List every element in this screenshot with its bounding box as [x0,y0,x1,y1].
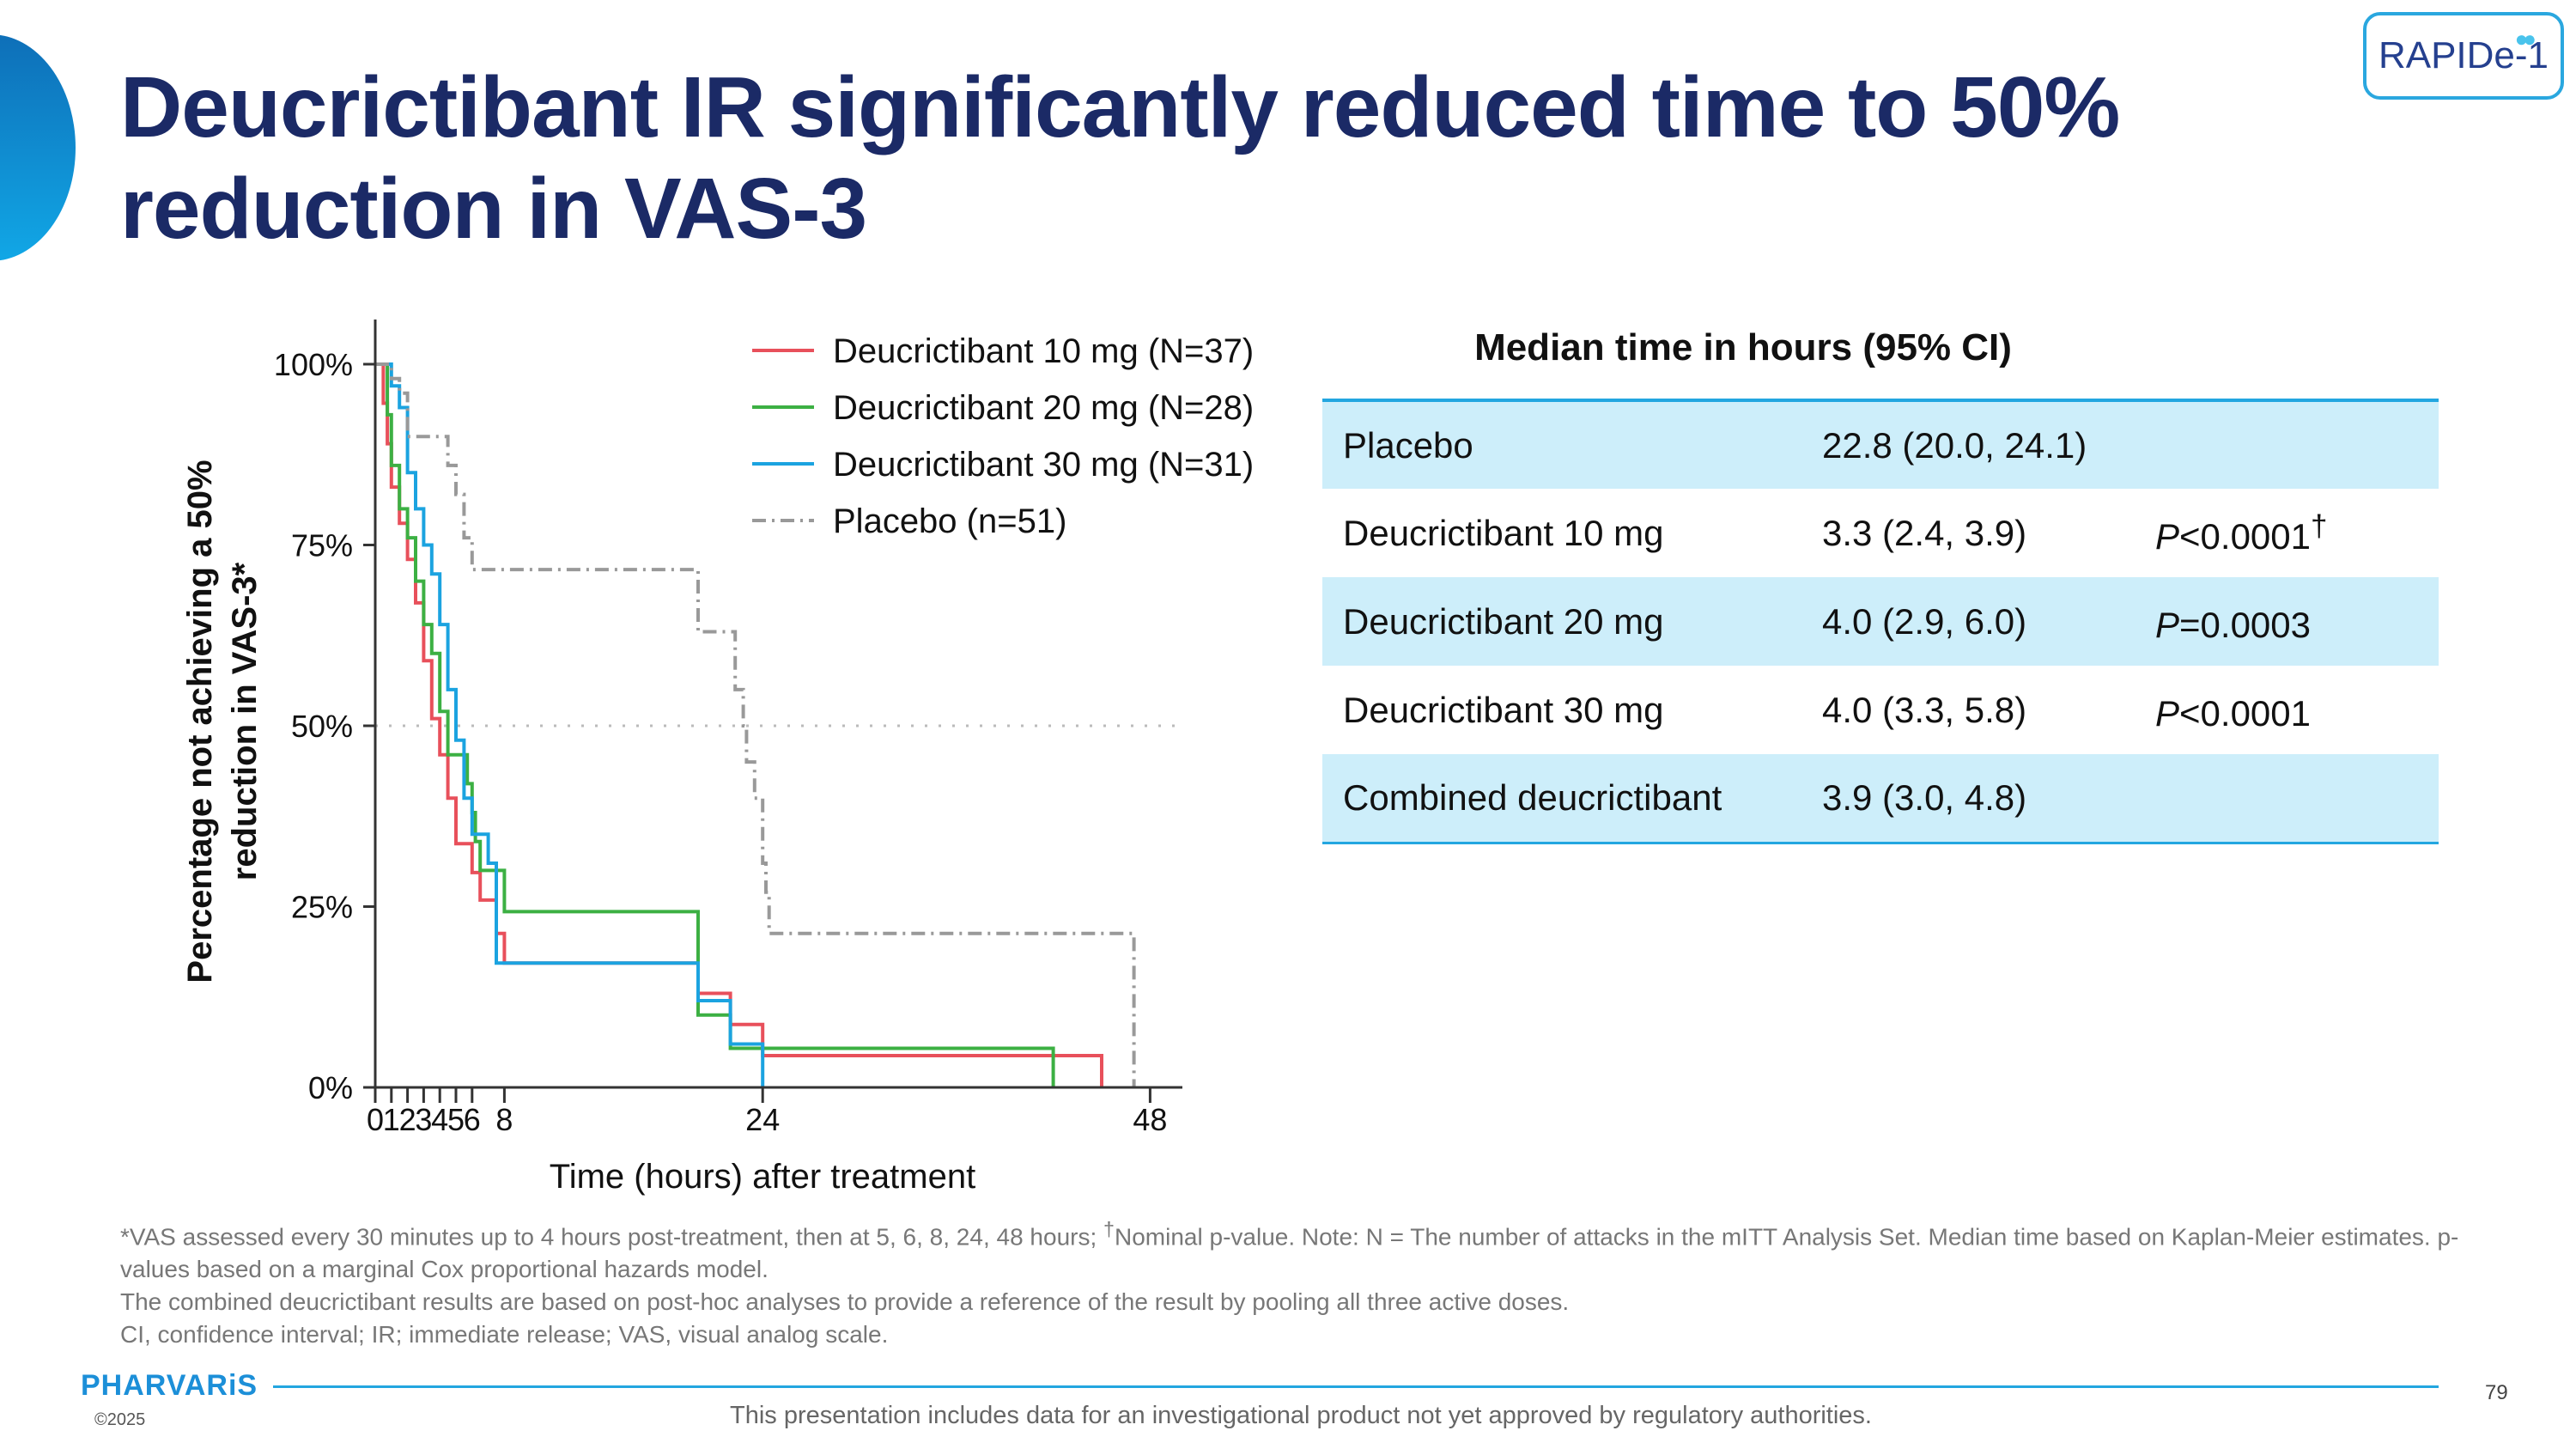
x-tick-label: 8 [495,1102,513,1137]
group-cell: Placebo [1322,400,1801,489]
footnotes: *VAS assessed every 30 minutes up to 4 h… [120,1213,2490,1351]
median-cell: 3.3 (2.4, 3.9) [1822,512,2027,553]
table-row: Combined deucrictibant 3.9 (3.0, 4.8) [1322,754,2439,844]
y-tick-label: 100% [274,347,353,382]
disclaimer: This presentation includes data for an i… [730,1402,1872,1429]
footer-divider [273,1385,2439,1388]
x-axis-label: Time (hours) after treatment [550,1158,975,1196]
page-number: 79 [2485,1381,2508,1404]
p-value: <0.0001 [2179,692,2312,734]
y-tick-label: 50% [291,709,353,744]
y-tick-label: 25% [291,890,353,925]
p-value-cell: P=0.0003 [2135,577,2439,666]
median-cell: 22.8 (20.0, 24.1) [1801,400,2135,489]
series-line-1 [375,362,1055,1087]
median-time-table: Placebo 22.8 (20.0, 24.1) Deucrictibant … [1322,399,2439,844]
x-tick-label: 6 [464,1102,481,1137]
p-value-cell: P<0.0001 [2135,666,2439,754]
x-tick-label: 0 [367,1102,384,1137]
table-row: Placebo 22.8 (20.0, 24.1) [1322,400,2439,489]
y-axis-label-line2: reduction in VAS-3* [226,562,264,880]
p-value-cell: P<0.0001† [2135,489,2439,577]
footnote-1b: Nominal p-value. Note: N = The number of… [120,1223,2459,1283]
copyright: ©2025 [94,1410,146,1429]
y-tick-label: 75% [291,528,353,563]
group-cell: Deucrictibant 30 mg [1343,689,1664,730]
pharvaris-logo: PHARVARiS [81,1369,258,1402]
y-tick-label: 0% [308,1070,353,1105]
median-cell: 4.0 (2.9, 6.0) [1801,577,2135,666]
group-cell: Combined deucrictibant [1322,754,1801,844]
y-axis-label-line1: Percentage not achieving a 50% [181,460,219,983]
p-value-cell [2135,754,2439,844]
p-symbol: P [2155,692,2180,734]
p-value: =0.0003 [2179,604,2312,645]
p-footnote-mark: † [2311,508,2328,543]
group-cell: Deucrictibant 20 mg [1322,577,1801,666]
footnote-2: The combined deucrictibant results are b… [120,1288,1570,1316]
table-row: Deucrictibant 20 mg 4.0 (2.9, 6.0) P=0.0… [1322,577,2439,666]
legend-label-2: Deucrictibant 30 mg (N=31) [833,446,1254,484]
legend-label-3: Placebo (n=51) [833,502,1066,540]
x-tick-label: 2 [399,1102,416,1137]
legend-label-0: Deucrictibant 10 mg (N=37) [833,332,1254,370]
footnote-1a: *VAS assessed every 30 minutes up to 4 h… [120,1223,1104,1251]
drops-icon: ●● [2514,26,2537,52]
x-tick-label: 24 [745,1102,780,1137]
x-tick-label: 4 [431,1102,448,1137]
p-symbol: P [2155,604,2180,645]
p-value-cell [2135,400,2439,489]
footnote-1: *VAS assessed every 30 minutes up to 4 h… [120,1213,2490,1286]
dagger-mark: † [1103,1218,1115,1240]
slide-title: Deucrictibant IR significantly reduced t… [120,59,2120,257]
legend-label-1: Deucrictibant 20 mg (N=28) [833,389,1254,427]
median-cell: 4.0 (3.3, 5.8) [1822,689,2027,730]
median-cell: 3.9 (3.0, 4.8) [1801,754,2135,844]
rapide-logo-text: RAPIDe-1 [2378,34,2549,76]
x-tick-label: 5 [447,1102,465,1137]
x-tick-label: 3 [415,1102,432,1137]
table-row: Deucrictibant 10 mg 3.3 (2.4, 3.9) P<0.0… [1322,489,2439,577]
chart-series-layer [375,362,1136,1087]
p-value: <0.0001 [2179,515,2312,557]
p-symbol: P [2155,515,2180,557]
x-tick-label: 48 [1133,1102,1167,1137]
x-tick-label: 1 [383,1102,400,1137]
footnote-3: CI, confidence interval; IR; immediate r… [120,1321,889,1349]
rapide-1-logo: RAPIDe-1 ●● [2363,12,2564,100]
chart-legend: Deucrictibant 10 mg (N=37) Deucrictibant … [752,332,1254,540]
group-cell: Deucrictibant 10 mg [1343,512,1664,553]
series-line-3 [375,362,1136,1087]
table-row: Deucrictibant 30 mg 4.0 (3.3, 5.8) P<0.0… [1322,666,2439,754]
median-table-heading: Median time in hours (95% CI) [1474,326,2012,368]
